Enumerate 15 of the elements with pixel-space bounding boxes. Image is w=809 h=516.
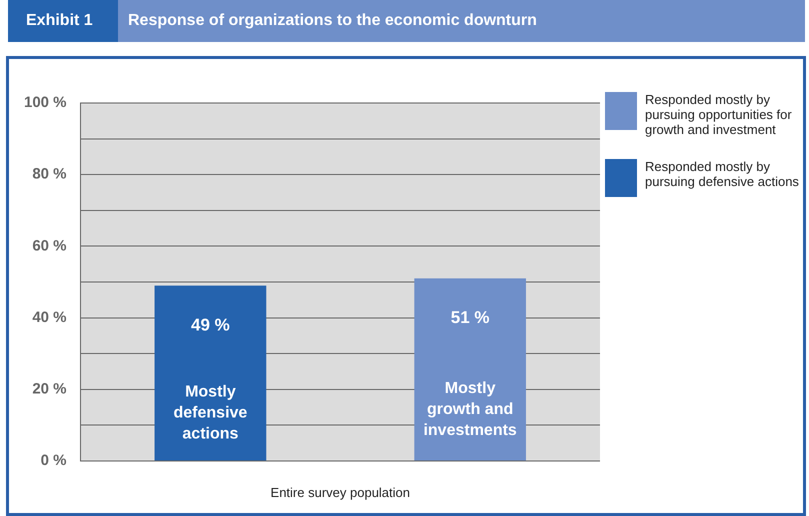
y-tick-label: 80 % [32, 166, 67, 183]
text: Responded mostly by pursuing defensive actions [645, 159, 800, 191]
y-tick-label: 100 % [24, 94, 67, 112]
data-label: 49 % [191, 315, 230, 334]
x-axis-title: Entire survey population [270, 484, 410, 500]
y-tick-label: 60 % [32, 237, 67, 254]
text: Responded mostly by pursuing opportunities for growth and investment [645, 92, 793, 137]
text: Exhibit 1 [8, 0, 118, 42]
annotation: Mostly growth and investments [423, 380, 517, 440]
chart-title: Response of organizations to the economic downturn [127, 12, 537, 30]
annotation: Mostly defensive actions [173, 384, 248, 443]
y-tick-label: 20 % [32, 380, 67, 398]
y-tick-label: 0 % [40, 452, 67, 470]
data-label: 51 % [450, 308, 490, 328]
y-tick-label: 40 % [32, 308, 67, 326]
